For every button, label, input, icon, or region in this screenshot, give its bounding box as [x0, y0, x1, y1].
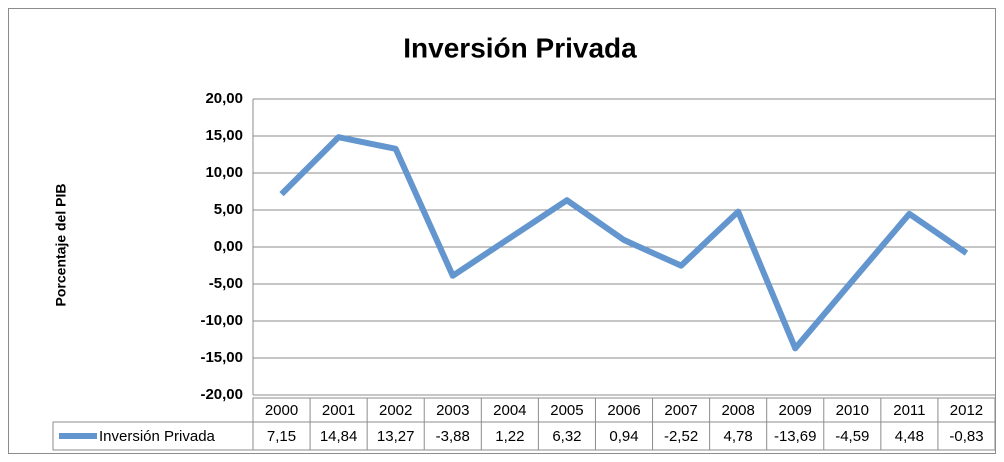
x-tick-label: 2001 — [322, 402, 355, 419]
table-border — [52, 421, 254, 451]
y-tick-label: 10,00 — [205, 164, 243, 181]
data-label: 1,22 — [495, 428, 524, 445]
data-label: 6,32 — [552, 428, 581, 445]
data-label: 4,48 — [895, 428, 924, 445]
x-tick-label: 2007 — [664, 402, 697, 419]
y-tick-label: -20,00 — [200, 386, 243, 403]
x-tick-label: 2004 — [493, 402, 526, 419]
y-tick-label: 20,00 — [205, 90, 243, 107]
y-axis-label: Porcentaje del PIB — [53, 184, 69, 307]
x-tick-label: 2003 — [436, 402, 469, 419]
data-label: -2,52 — [664, 428, 698, 445]
chart-border — [8, 8, 996, 454]
y-tick-label: 15,00 — [205, 127, 243, 144]
data-label: -3,88 — [436, 428, 470, 445]
data-label: -4,59 — [835, 428, 869, 445]
x-tick-label: 2009 — [779, 402, 812, 419]
data-label: 7,15 — [267, 428, 296, 445]
x-tick-label: 2011 — [893, 402, 925, 419]
data-line — [279, 134, 969, 352]
y-tick-label: -10,00 — [200, 312, 243, 329]
x-tick-label: 2008 — [721, 402, 754, 419]
chart-title: Inversión Privada — [403, 32, 637, 63]
x-tick-label: 2010 — [836, 402, 869, 419]
data-label: 0,94 — [609, 428, 638, 445]
y-tick-label: 0,00 — [214, 238, 243, 255]
x-tick-label: 2005 — [550, 402, 583, 419]
x-tick-label: 2002 — [379, 402, 412, 419]
x-tick-label: 2006 — [607, 402, 640, 419]
y-tick-label: 5,00 — [214, 201, 243, 218]
x-tick-label: 2012 — [950, 402, 983, 419]
data-label: -13,69 — [774, 428, 817, 445]
data-label: 14,84 — [320, 428, 358, 445]
x-tick-label: 2000 — [265, 402, 298, 419]
data-label: 13,27 — [377, 428, 415, 445]
legend-label: Inversión Privada — [99, 428, 216, 445]
data-label: -0,83 — [949, 428, 983, 445]
y-tick-label: -15,00 — [200, 349, 243, 366]
y-tick-label: -5,00 — [209, 275, 243, 292]
data-label: 4,78 — [724, 428, 753, 445]
